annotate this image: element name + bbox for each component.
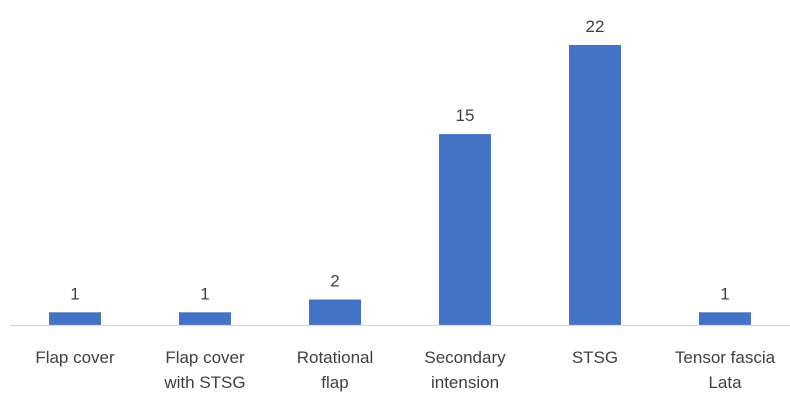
category-label-0: Flap cover <box>35 348 115 367</box>
data-labels-group: 1 1 2 15 22 1 <box>70 17 729 303</box>
category-label-3-line-1: intension <box>431 373 499 392</box>
category-label-4-line-0: STSG <box>572 348 618 367</box>
category-label-3: Secondary intension <box>424 348 506 392</box>
bar-4 <box>569 45 621 325</box>
category-label-1-line-1: with STSG <box>163 373 245 392</box>
data-label-2: 2 <box>330 272 339 291</box>
data-label-1: 1 <box>200 284 209 303</box>
bar-2 <box>309 299 361 325</box>
category-label-2-line-1: flap <box>321 373 348 392</box>
category-label-5: Tensor fascia Lata <box>675 348 776 392</box>
data-label-0: 1 <box>70 284 79 303</box>
category-label-1-line-0: Flap cover <box>165 348 245 367</box>
bar-3 <box>439 134 491 325</box>
data-label-5: 1 <box>720 284 729 303</box>
category-label-4: STSG <box>572 348 618 367</box>
bar-5 <box>699 312 751 325</box>
category-label-2-line-0: Rotational <box>297 348 374 367</box>
category-label-3-line-0: Secondary <box>424 348 506 367</box>
category-label-5-line-0: Tensor fascia <box>675 348 776 367</box>
bars-group <box>49 45 751 325</box>
data-label-4: 22 <box>586 17 605 36</box>
category-label-0-line-0: Flap cover <box>35 348 115 367</box>
category-label-1: Flap cover with STSG <box>163 348 245 392</box>
bar-0 <box>49 312 101 325</box>
category-label-5-line-1: Lata <box>708 373 742 392</box>
bar-1 <box>179 312 231 325</box>
category-label-2: Rotational flap <box>297 348 374 392</box>
data-label-3: 15 <box>456 106 475 125</box>
category-labels-group: Flap cover Flap cover with STSG Rotational f… <box>35 348 775 392</box>
